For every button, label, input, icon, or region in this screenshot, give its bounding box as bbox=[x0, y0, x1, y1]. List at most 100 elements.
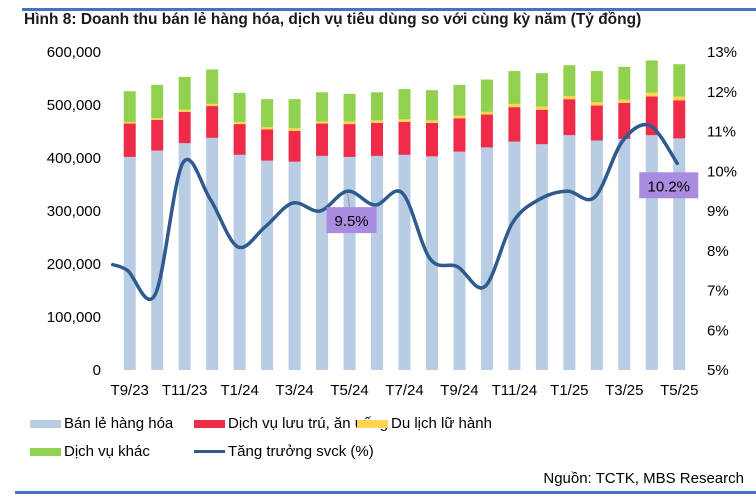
bar-stack bbox=[398, 89, 411, 370]
bar-segment-retail bbox=[508, 141, 521, 370]
data-label-text: 9.5% bbox=[334, 213, 368, 230]
bar-segment-other bbox=[618, 66, 631, 100]
y-axis-right: 5% 6% 7% 8% 9% 10% 11% 12% 13% bbox=[707, 44, 737, 379]
bar-segment-accommodation bbox=[673, 100, 686, 139]
bar-segment-accommodation bbox=[343, 124, 356, 157]
bar-segment-other bbox=[178, 76, 191, 110]
bar-segment-travel bbox=[453, 115, 466, 119]
bar-segment-accommodation bbox=[316, 123, 329, 156]
figure-title: Hình 8: Doanh thu bán lẻ hàng hóa, dịch … bbox=[24, 11, 642, 28]
bar-segment-accommodation bbox=[206, 106, 219, 138]
y2-tick-label: 11% bbox=[707, 124, 736, 141]
y-tick-label: 200,000 bbox=[47, 256, 101, 273]
bar-segment-travel bbox=[535, 106, 548, 110]
bar-segment-accommodation bbox=[453, 118, 466, 152]
x-tick-label: T1/24 bbox=[220, 382, 258, 399]
bar-stack bbox=[425, 90, 438, 370]
bar-segment-travel bbox=[343, 121, 356, 125]
bar-stack bbox=[123, 91, 136, 370]
bar-stack bbox=[261, 99, 274, 370]
y-tick-label: 400,000 bbox=[47, 150, 101, 167]
bar-segment-travel bbox=[316, 121, 329, 124]
bar-segment-travel bbox=[233, 121, 246, 125]
bar-stack bbox=[288, 99, 301, 370]
x-tick-label: T3/24 bbox=[275, 382, 313, 399]
x-tick-label: T11/24 bbox=[492, 382, 538, 399]
x-tick-label: T11/23 bbox=[162, 382, 208, 399]
data-label-text: 10.2% bbox=[647, 178, 690, 195]
bar-segment-other bbox=[480, 79, 493, 112]
leader-line bbox=[347, 193, 351, 208]
bar-segment-retail bbox=[261, 160, 274, 370]
bar-segment-retail bbox=[563, 135, 576, 370]
x-tick-label: T9/23 bbox=[111, 382, 149, 399]
y-axis-left: 0 100,000 200,000 300,000 400,000 500,000 600,… bbox=[47, 44, 101, 379]
bar-segment-retail bbox=[123, 156, 136, 370]
bar-segment-accommodation bbox=[123, 123, 136, 157]
bar-segment-other bbox=[233, 92, 246, 122]
bar-segment-retail bbox=[618, 138, 631, 370]
data-label: 10.2% bbox=[639, 172, 699, 199]
bar-stack bbox=[206, 69, 219, 370]
bar-segment-other bbox=[343, 93, 356, 122]
y2-tick-label: 10% bbox=[707, 163, 737, 180]
bar-segment-travel bbox=[371, 120, 384, 124]
bar-segment-travel bbox=[618, 99, 631, 103]
bar-segment-accommodation bbox=[398, 121, 411, 155]
bar-segment-retail bbox=[233, 154, 246, 370]
bar-segment-travel bbox=[178, 109, 191, 112]
bar-segment-other bbox=[151, 84, 164, 119]
bar-segment-travel bbox=[590, 102, 603, 106]
y2-tick-label: 5% bbox=[707, 362, 729, 379]
bar-segment-other bbox=[645, 60, 658, 93]
bar-segment-accommodation bbox=[618, 102, 631, 139]
bottom-rule bbox=[15, 491, 756, 494]
bar-segment-retail bbox=[343, 156, 356, 370]
bar-segment-retail bbox=[398, 154, 411, 370]
bar-segment-other bbox=[371, 92, 384, 121]
bar-stacks bbox=[123, 60, 686, 370]
x-tick-label: T5/24 bbox=[330, 382, 368, 399]
bar-segment-retail bbox=[316, 155, 329, 370]
bar-segment-accommodation bbox=[288, 130, 301, 162]
bar-stack bbox=[151, 84, 164, 370]
bar-segment-other bbox=[673, 64, 686, 97]
y-tick-label: 300,000 bbox=[47, 203, 101, 220]
bar-segment-other bbox=[316, 92, 329, 122]
bar-segment-other bbox=[288, 99, 301, 129]
bar-stack bbox=[480, 79, 493, 370]
data-label: 9.5% bbox=[326, 193, 377, 234]
bar-segment-other bbox=[508, 71, 521, 104]
bar-segment-travel bbox=[480, 111, 493, 115]
bar-segment-accommodation bbox=[371, 123, 384, 156]
bar-segment-travel bbox=[261, 127, 274, 130]
bar-segment-retail bbox=[151, 150, 164, 370]
bar-stack bbox=[618, 66, 631, 370]
bar-segment-travel bbox=[563, 95, 576, 100]
source-note: Nguồn: TCTK, MBS Research bbox=[543, 470, 744, 487]
y-tick-label: 600,000 bbox=[47, 44, 101, 61]
bar-segment-travel bbox=[425, 120, 438, 124]
bar-segment-other bbox=[398, 89, 411, 120]
bar-segment-retail bbox=[645, 135, 658, 370]
bar-segment-accommodation bbox=[535, 109, 548, 145]
growth-line-path bbox=[110, 122, 680, 302]
x-tick-label: T9/24 bbox=[440, 382, 478, 399]
bar-segment-accommodation bbox=[425, 123, 438, 157]
bar-stack bbox=[508, 71, 521, 370]
bar-segment-accommodation bbox=[151, 119, 164, 151]
bar-stack bbox=[535, 73, 548, 370]
bar-segment-travel bbox=[398, 119, 411, 122]
bar-segment-accommodation bbox=[480, 114, 493, 148]
y-tick-label: 100,000 bbox=[47, 309, 101, 326]
x-axis: T9/23 T11/23 T1/24 T3/24 T5/24 T7/24 T9/24 T11/… bbox=[111, 382, 699, 399]
y2-tick-label: 12% bbox=[707, 84, 737, 101]
bar-segment-travel bbox=[151, 118, 164, 120]
bar-segment-retail bbox=[371, 155, 384, 370]
bar-segment-retail bbox=[590, 140, 603, 370]
y2-tick-label: 7% bbox=[707, 283, 729, 300]
bar-segment-other bbox=[261, 99, 274, 128]
bar-segment-travel bbox=[123, 121, 136, 124]
bar-segment-other bbox=[425, 90, 438, 121]
